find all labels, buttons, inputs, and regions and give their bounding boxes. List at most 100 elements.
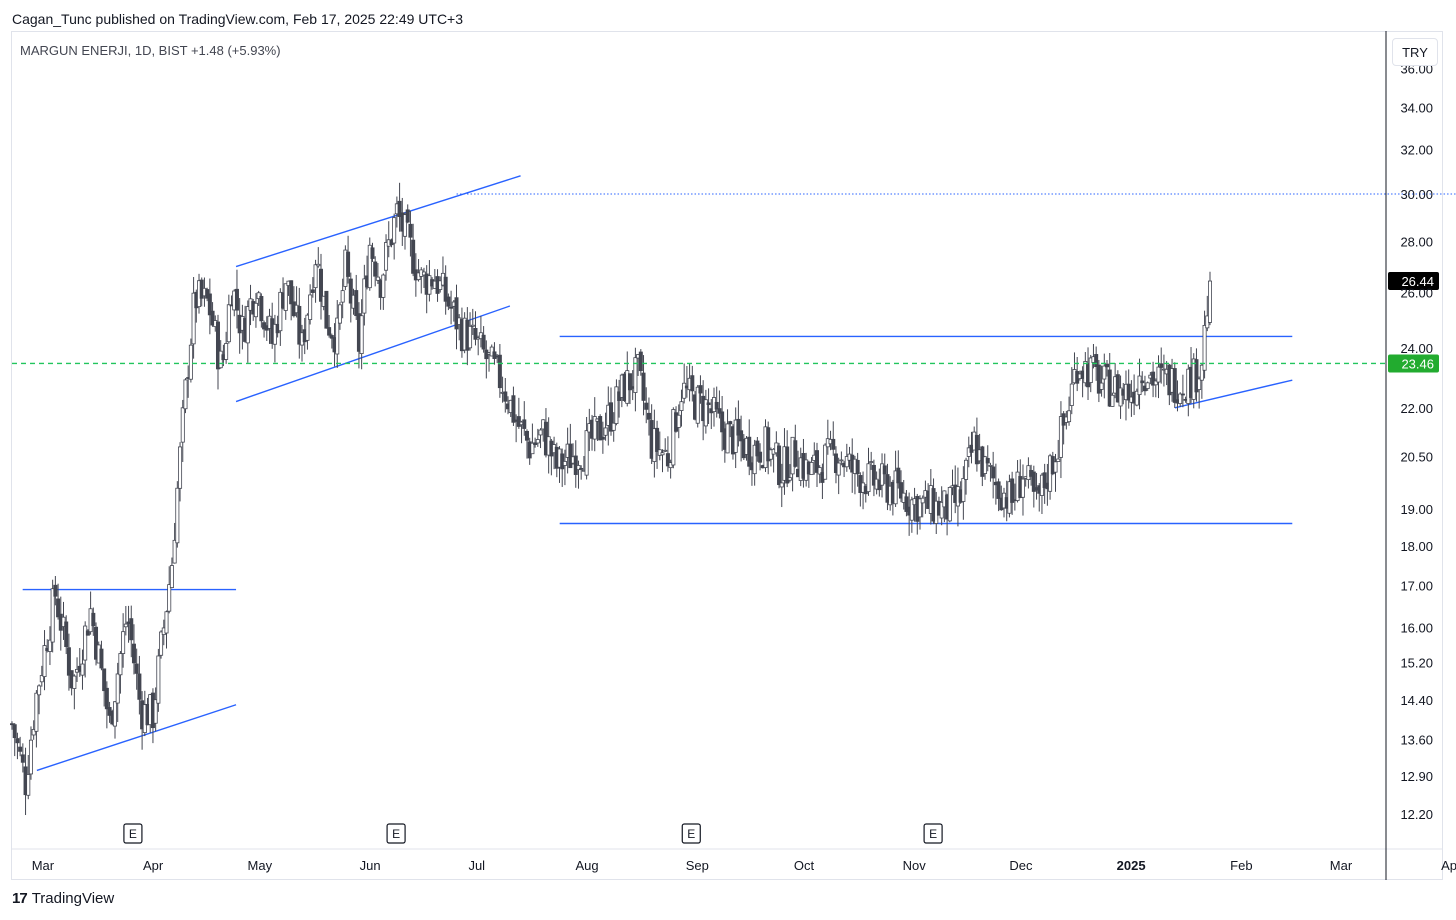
candle-body [56, 598, 61, 618]
candle [72, 674, 77, 710]
candle [1031, 465, 1036, 508]
candle-body [766, 427, 771, 462]
candle [411, 223, 416, 277]
candle [308, 284, 313, 325]
tradingview-logo[interactable]: 17 TradingView [12, 890, 114, 907]
candle [15, 732, 20, 760]
candle-body [121, 631, 126, 654]
candle-body [348, 278, 353, 304]
candle-body [1197, 378, 1202, 390]
candle [1053, 453, 1058, 492]
candle [896, 450, 901, 489]
candle-body [18, 746, 23, 752]
time-tick-label: Apr [1441, 858, 1456, 873]
candle [655, 420, 660, 469]
candle [991, 451, 996, 499]
candle [1110, 392, 1115, 407]
candle-body [375, 276, 380, 281]
candle [706, 388, 711, 425]
candle-body [362, 278, 367, 314]
currency-button[interactable]: TRY [1392, 38, 1438, 66]
candle [172, 522, 177, 564]
candle-body [614, 386, 619, 424]
candle-body [80, 663, 85, 676]
candle-body [1180, 393, 1185, 396]
candle [899, 470, 904, 503]
candle [679, 389, 684, 427]
candle [1208, 271, 1213, 326]
candle-body [403, 214, 408, 237]
candle-body [503, 391, 508, 402]
candle [947, 486, 952, 523]
candle-body [866, 463, 871, 493]
candle-body [682, 382, 687, 399]
candle-body [909, 499, 914, 521]
candle [814, 442, 819, 488]
candle [53, 575, 58, 606]
candle [443, 265, 448, 315]
candle-body [42, 645, 47, 677]
candle-body [714, 401, 719, 410]
candle [917, 495, 922, 530]
candle [768, 447, 773, 467]
candle [725, 409, 730, 454]
candle-body [1107, 369, 1112, 407]
candle-body [449, 306, 454, 309]
candle [682, 363, 687, 404]
candle-body [817, 467, 822, 475]
candle-body [768, 449, 773, 460]
candle-body [899, 482, 904, 499]
candle [736, 400, 741, 447]
candle-body [779, 482, 784, 488]
rising-channel-lower-1 [36, 704, 237, 772]
candle [1107, 352, 1112, 408]
candle-body [183, 379, 188, 410]
candle-body [354, 290, 359, 317]
drawings-layer [22, 175, 1456, 772]
candle [405, 204, 410, 224]
candle-body [310, 289, 315, 293]
candle-body [215, 321, 220, 370]
candle [598, 414, 603, 441]
candle [99, 640, 104, 671]
candle [1126, 369, 1131, 409]
candle [85, 629, 90, 636]
candle [1096, 359, 1101, 403]
candle-body [1145, 382, 1150, 389]
candle [839, 451, 844, 466]
candle-body [115, 673, 120, 704]
candle-body [15, 738, 20, 744]
candle [397, 182, 402, 232]
candle [644, 387, 649, 424]
candle [118, 651, 123, 694]
candle [318, 253, 323, 320]
candle [579, 465, 584, 480]
candle-body [1042, 472, 1047, 488]
candle [408, 210, 413, 257]
candle [503, 378, 508, 413]
candle-body [720, 411, 725, 433]
candle-body [584, 430, 589, 476]
candle-body [118, 653, 123, 676]
candle-body [1031, 471, 1036, 492]
candle [18, 736, 23, 757]
candle [633, 347, 638, 412]
candle [121, 613, 126, 668]
candle-body [1102, 365, 1107, 380]
candle-body [137, 673, 142, 700]
candle [627, 373, 632, 405]
candle [375, 263, 380, 285]
candle-body [785, 446, 790, 484]
candle [584, 416, 589, 480]
candle-body [917, 498, 922, 518]
candle [112, 701, 117, 739]
candle [562, 449, 567, 486]
earnings-marker-label: E [392, 827, 400, 841]
candle-body [939, 501, 944, 519]
candle [392, 213, 397, 260]
candle-body [1058, 416, 1063, 458]
candle [446, 293, 451, 311]
candle [115, 662, 120, 723]
candle-body [725, 423, 730, 454]
